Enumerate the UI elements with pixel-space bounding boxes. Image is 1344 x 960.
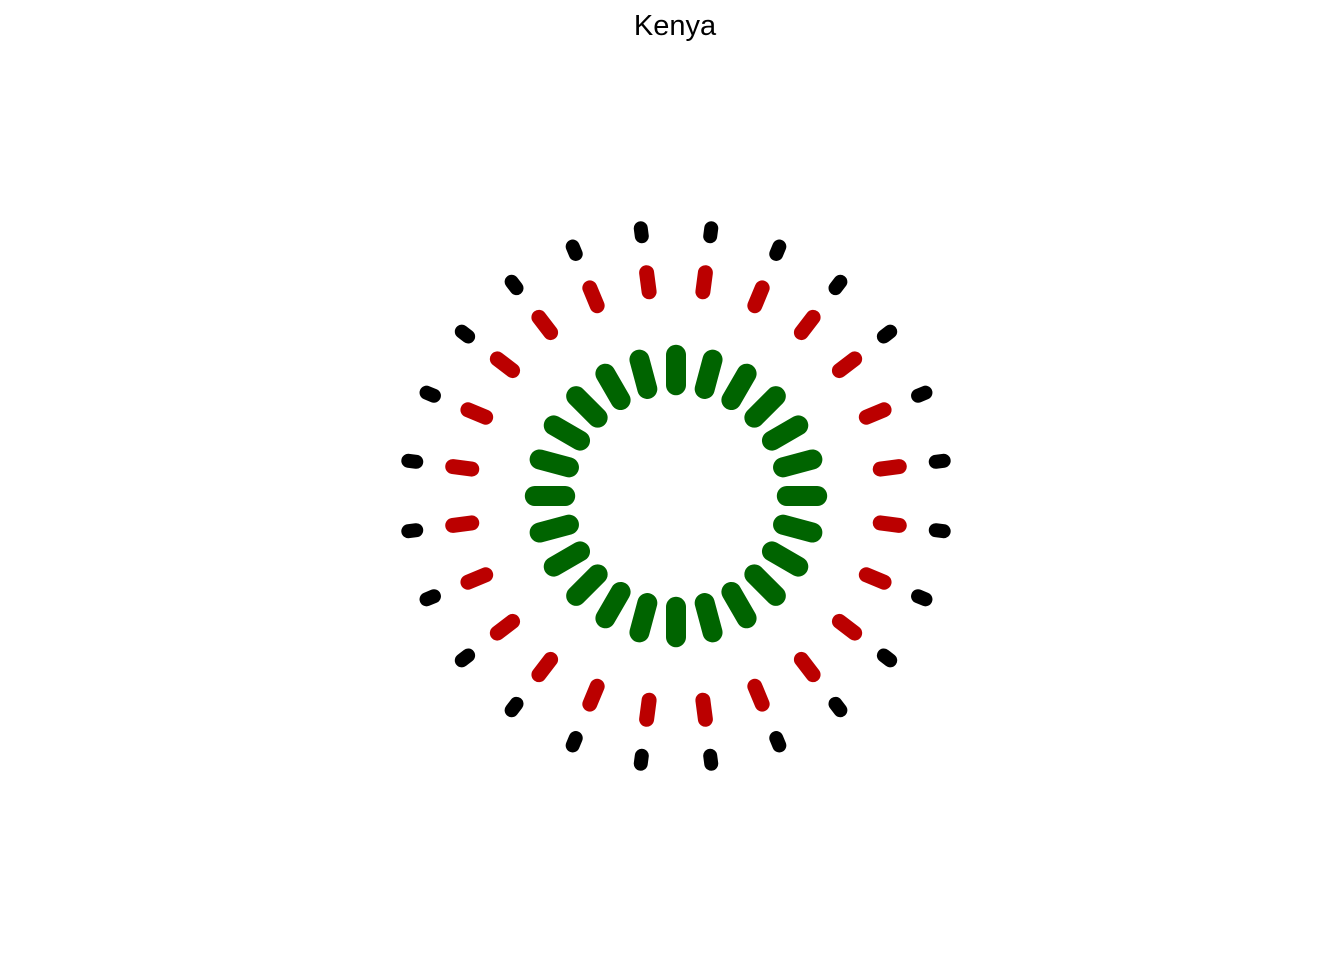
middle-segment-11: [695, 692, 713, 727]
inner-segment-7: [773, 514, 823, 543]
middle-segment-20: [489, 351, 521, 379]
middle-segment-7: [858, 567, 892, 590]
middle-segment-16: [460, 567, 494, 590]
inner-segment-22: [595, 363, 631, 411]
outer-segment-15: [454, 648, 476, 668]
inner-segment-3: [744, 386, 786, 428]
middle-segment-9: [793, 651, 821, 683]
inner-segment-1: [694, 349, 723, 399]
middle-segment-19: [460, 402, 494, 425]
inner-segment-11: [694, 593, 723, 643]
inner-segment-19: [529, 449, 579, 478]
outer-segment-1: [769, 239, 787, 261]
middle-segment-8: [831, 613, 863, 641]
middle-segment-4: [858, 402, 892, 425]
middle-segment-13: [582, 678, 605, 712]
inner-segment-16: [543, 541, 591, 577]
inner-segment-23: [629, 349, 658, 399]
outer-segment-13: [565, 731, 583, 753]
outer-segment-6: [928, 523, 951, 539]
outer-segment-17: [401, 523, 424, 539]
middle-segment-18: [445, 459, 480, 477]
outer-segment-23: [633, 221, 649, 244]
inner-segment-2: [721, 363, 757, 411]
inner-segment-21: [566, 386, 608, 428]
outer-segment-3: [876, 324, 898, 344]
outer-segment-14: [504, 696, 524, 718]
inner-segment-4: [761, 415, 809, 451]
outer-segment-8: [876, 648, 898, 668]
inner-segment-14: [595, 581, 631, 629]
outer-segment-20: [454, 324, 476, 344]
outer-segment-10: [769, 731, 787, 753]
outer-segment-0: [703, 221, 719, 244]
middle-segment-10: [747, 678, 770, 712]
inner-segment-17: [529, 514, 579, 543]
middle-segment-5: [872, 459, 907, 477]
outer-segment-9: [828, 696, 848, 718]
outer-segment-19: [419, 385, 441, 403]
inner-segment-10: [721, 581, 757, 629]
outer-segment-18: [401, 453, 424, 469]
middle-segment-22: [582, 280, 605, 314]
outer-segment-16: [419, 589, 441, 607]
inner-segment-13: [629, 593, 658, 643]
middle-segment-12: [639, 692, 657, 727]
middle-segment-14: [531, 651, 559, 683]
spokes-group: [393, 213, 959, 779]
inner-segment-20: [543, 415, 591, 451]
inner-segment-9: [744, 564, 786, 606]
middle-segment-6: [872, 515, 907, 533]
outer-segment-11: [703, 748, 719, 771]
middle-segment-0: [695, 265, 713, 300]
outer-segment-21: [504, 274, 524, 296]
middle-segment-21: [531, 309, 559, 341]
inner-segment-15: [566, 564, 608, 606]
middle-segment-3: [831, 351, 863, 379]
outer-segment-22: [565, 239, 583, 261]
outer-segment-7: [911, 589, 933, 607]
middle-segment-1: [747, 280, 770, 314]
outer-segment-12: [633, 748, 649, 771]
middle-segment-2: [793, 309, 821, 341]
outer-segment-4: [911, 385, 933, 403]
chart-title: Kenya: [633, 10, 717, 42]
outer-segment-5: [928, 453, 951, 469]
middle-segment-15: [489, 613, 521, 641]
outer-segment-2: [828, 274, 848, 296]
middle-segment-17: [445, 515, 480, 533]
middle-segment-23: [639, 265, 657, 300]
inner-segment-5: [773, 449, 823, 478]
inner-segment-8: [761, 541, 809, 577]
